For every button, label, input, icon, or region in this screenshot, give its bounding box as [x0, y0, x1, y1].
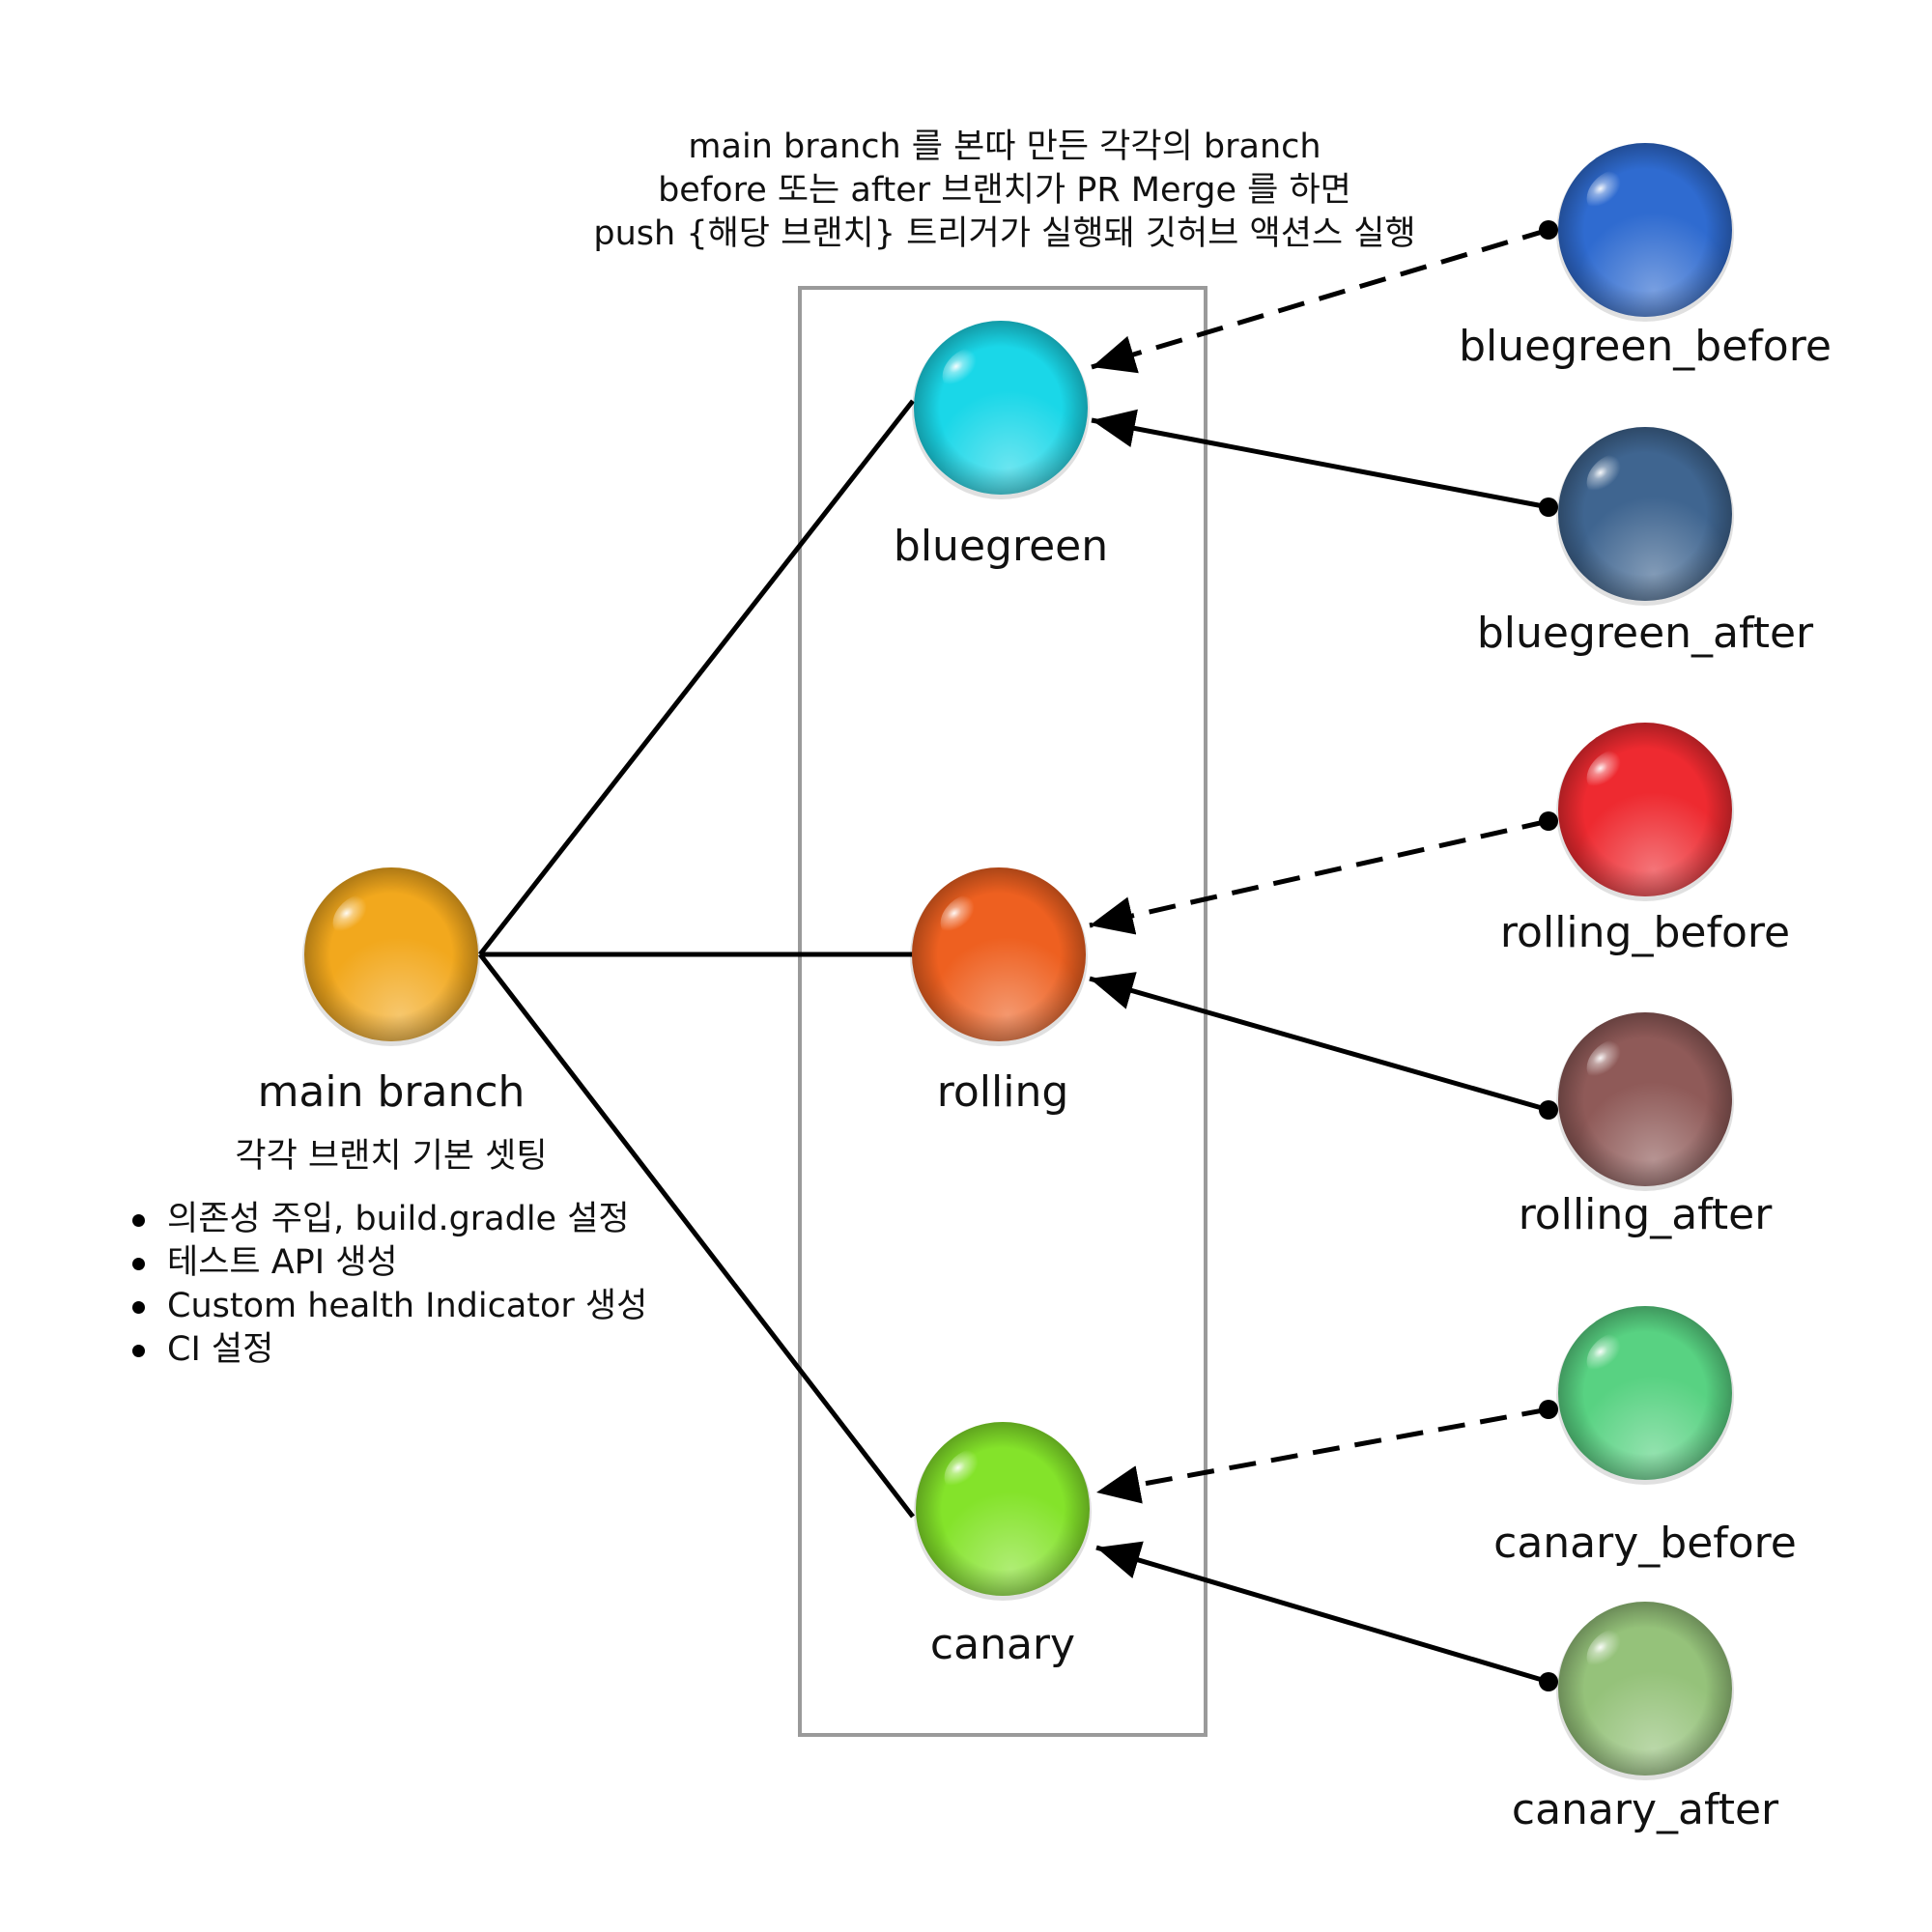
task-item: CI 설정: [130, 1328, 647, 1372]
rolling-before-node: [1556, 723, 1734, 901]
edge-main-to-bluegreen: [478, 399, 915, 956]
canary-after-node: [1556, 1602, 1734, 1780]
note-line-2: before 또는 after 브랜치가 PR Merge 를 하면: [658, 171, 1351, 210]
main-branch-label: main branch: [257, 1067, 526, 1117]
note-line-1: main branch 를 본따 만든 각각의 branch: [688, 128, 1321, 166]
canary-before-label: canary_before: [1493, 1519, 1797, 1568]
rolling-after-node: [1556, 1012, 1734, 1191]
canary-node: [914, 1422, 1092, 1601]
edge-canary-before: [1095, 1400, 1558, 1504]
edge-bluegreen-after: [1091, 409, 1558, 517]
bluegreen-after-node: [1556, 427, 1734, 606]
bluegreen-before-node: [1556, 143, 1734, 322]
rolling-after-label: rolling_after: [1518, 1190, 1773, 1239]
edge-rolling-before: [1089, 811, 1558, 935]
note-line-3: push {해당 브랜치} 트리거가 실행돼 깃허브 액션스 실행: [593, 214, 1416, 253]
task-item: 테스트 API 생성: [130, 1241, 647, 1285]
canary-after-label: canary_after: [1511, 1785, 1779, 1834]
task-item: Custom health Indicator 생성: [130, 1285, 647, 1328]
edge-rolling-after: [1089, 972, 1558, 1120]
description-note: main branch 를 본따 만든 각각의 branch before 또는…: [593, 126, 1415, 256]
bluegreen-after-label: bluegreen_after: [1476, 609, 1814, 658]
main-branch-task-list: 의존성 주입, build.gradle 설정 테스트 API 생성 Custo…: [130, 1198, 647, 1372]
main-branch-sublabel: 각각 브랜치 기본 셋팅: [235, 1137, 548, 1176]
task-item: 의존성 주입, build.gradle 설정: [130, 1198, 647, 1241]
edge-main-to-canary: [478, 952, 915, 1519]
rolling-node: [910, 867, 1088, 1046]
bluegreen-label: bluegreen: [893, 522, 1109, 571]
bluegreen-before-label: bluegreen_before: [1459, 322, 1832, 371]
edge-bluegreen-before: [1091, 220, 1558, 374]
bluegreen-node: [912, 321, 1090, 499]
canary-before-node: [1556, 1306, 1734, 1485]
edge-canary-after: [1095, 1541, 1558, 1691]
rolling-before-label: rolling_before: [1499, 908, 1791, 957]
canary-label: canary: [929, 1620, 1076, 1669]
main-branch-node: [302, 867, 480, 1046]
rolling-label: rolling: [936, 1067, 1069, 1117]
